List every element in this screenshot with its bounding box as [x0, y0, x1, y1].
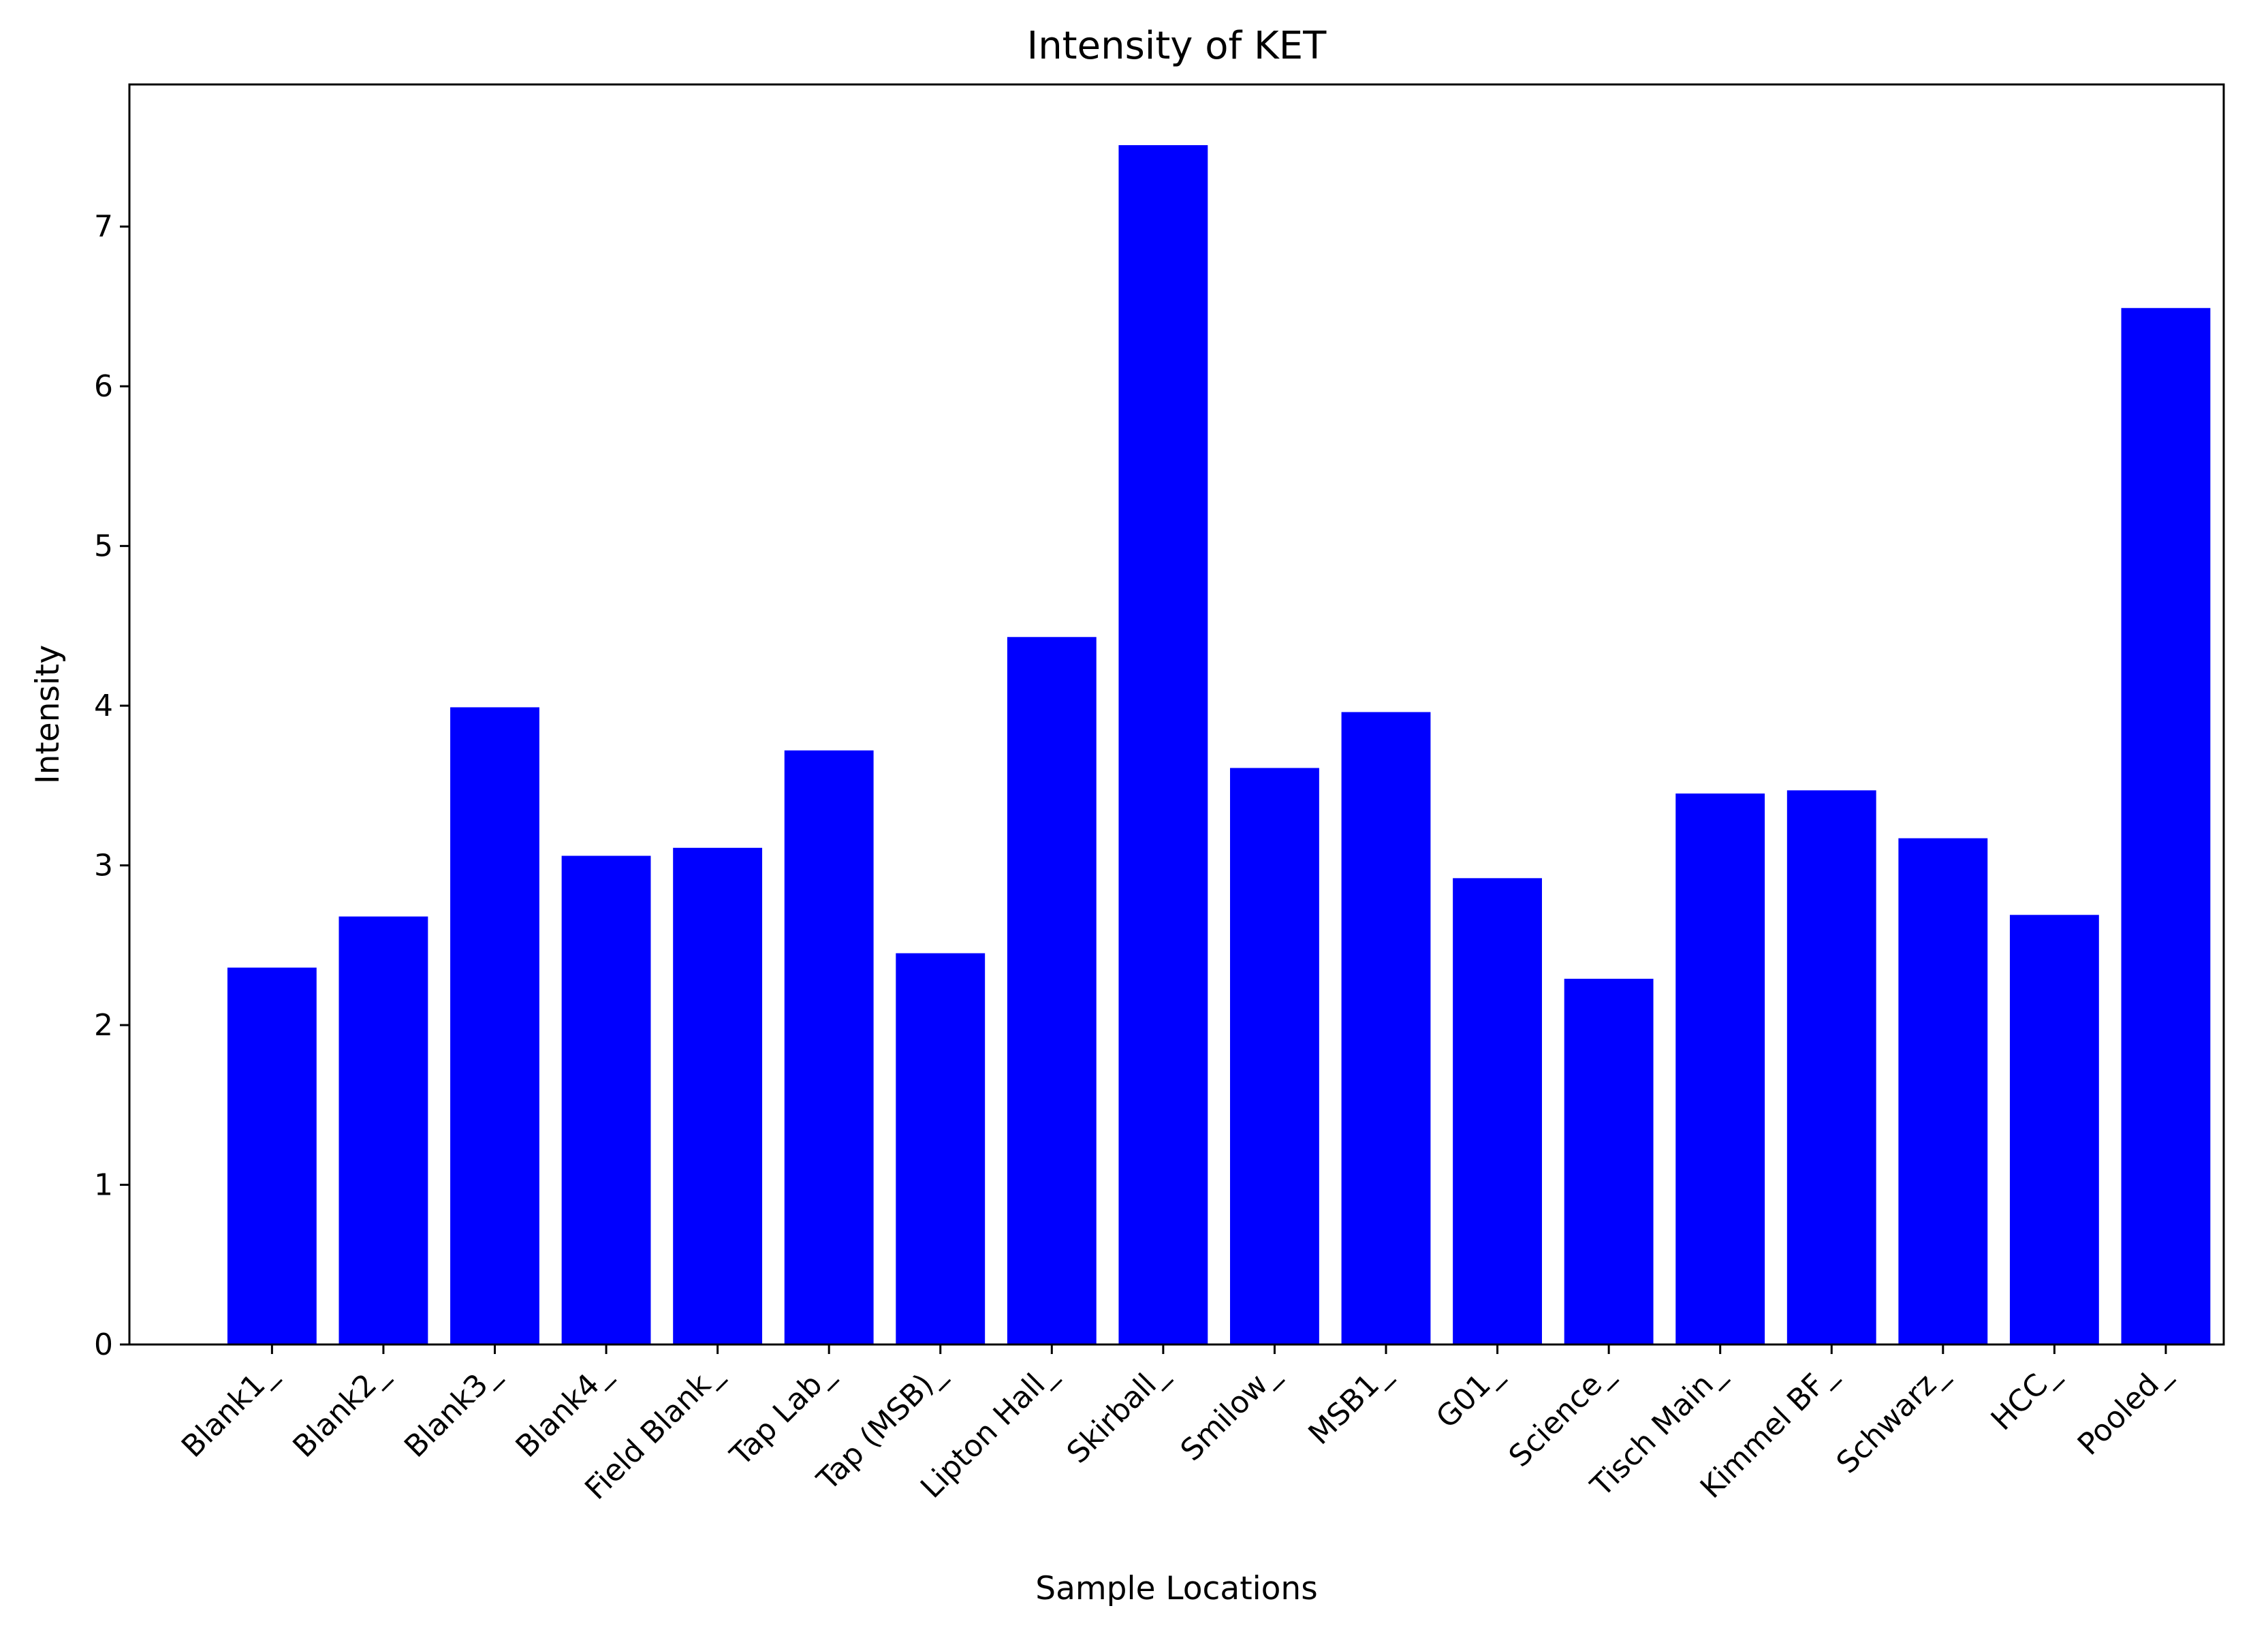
bar-13	[1675, 793, 1765, 1344]
y-tick-label-7: 7	[94, 210, 113, 245]
y-tick-label-4: 4	[94, 689, 113, 723]
y-tick-label-0: 0	[94, 1327, 113, 1362]
x-tick-label-10: MSB1_	[1302, 1356, 1397, 1451]
y-tick-label-3: 3	[94, 849, 113, 883]
bar-3	[561, 855, 651, 1344]
bar-8	[1118, 145, 1208, 1345]
bar-7	[1007, 637, 1097, 1345]
x-tick-label-0: Blank1_	[175, 1356, 283, 1464]
bar-12	[1564, 979, 1654, 1344]
bar-16	[2009, 915, 2099, 1344]
bar-14	[1786, 790, 1876, 1344]
bar-10	[1341, 712, 1431, 1344]
x-tick-label-2: Blank3_	[398, 1356, 506, 1464]
x-tick-label-15: Schwarz_	[1830, 1356, 1955, 1481]
plot-area-frame	[128, 83, 2225, 1346]
bars-group	[227, 145, 2211, 1345]
x-axis-ticks: Blank1_ Blank2_ Blank3_ Blank4_Field Blank_…	[175, 1344, 2177, 1507]
y-axis-label: Intensity	[29, 645, 67, 785]
x-tick-label-1: Blank2_	[286, 1356, 394, 1464]
x-axis-label: Sample Locations	[1035, 1570, 1317, 1607]
bar-5	[784, 750, 874, 1344]
y-tick-label-2: 2	[94, 1008, 113, 1043]
x-tick-label-11: G01_	[1430, 1356, 1509, 1435]
bar-9	[1230, 768, 1319, 1344]
x-tick-label-3: Blank4_	[509, 1356, 618, 1464]
bar-6	[896, 953, 986, 1344]
x-tick-label-16: HCC_	[1985, 1356, 2066, 1437]
bar-17	[2121, 308, 2211, 1344]
chart-title: Intensity of KET	[1027, 24, 1327, 68]
x-tick-label-5: Tap Lab_	[723, 1356, 840, 1473]
y-tick-label-5: 5	[94, 529, 113, 564]
x-tick-label-17: Pooled_	[2071, 1356, 2177, 1462]
bar-2	[450, 707, 539, 1344]
bar-11	[1453, 878, 1542, 1344]
x-tick-label-8: Skirball_	[1060, 1356, 1175, 1470]
y-tick-label-1: 1	[94, 1168, 113, 1203]
bar-15	[1898, 838, 1988, 1344]
bar-4	[673, 847, 763, 1344]
y-tick-label-6: 6	[94, 369, 113, 404]
x-tick-label-12: Science_	[1502, 1356, 1620, 1474]
y-axis-ticks: 0 1 2 3 4 5 6 7	[94, 210, 129, 1362]
bar-1	[338, 916, 428, 1344]
x-tick-label-9: Smilow_	[1174, 1356, 1286, 1468]
bar-0	[227, 967, 317, 1344]
